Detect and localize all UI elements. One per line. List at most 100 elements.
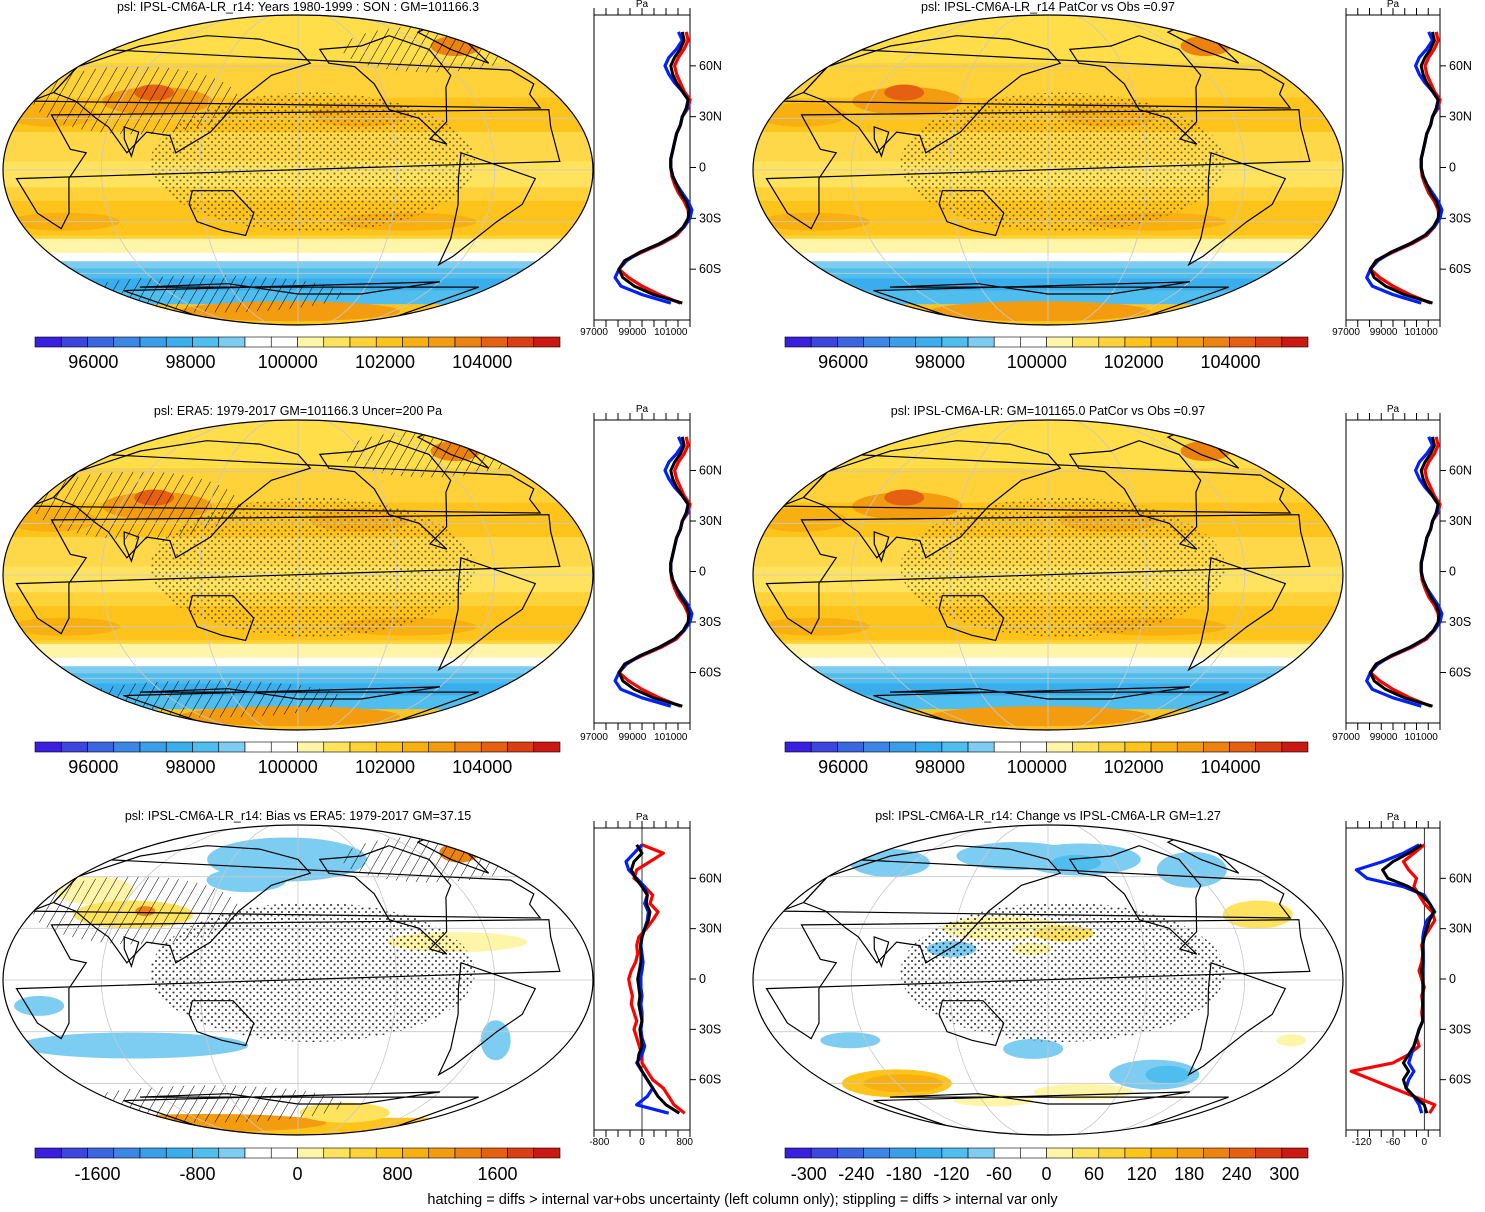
p3-colorbar-label: 102000 <box>355 757 415 777</box>
p3-colorbar-cell <box>480 741 508 753</box>
p3-colorbar-label: 104000 <box>452 757 512 777</box>
p2-zonal-profile: Pa 60N 30N 0 30S 60S 97000 99000 101000 <box>1332 0 1472 338</box>
antarctica-outline <box>873 1091 1229 1135</box>
p1-colorbar-cell <box>402 336 430 348</box>
p3-colorbar-cell <box>375 741 403 753</box>
asia-outline <box>52 845 312 964</box>
p3-colorbar-label: 96000 <box>68 757 118 777</box>
p1-colorbar-cell <box>113 336 141 348</box>
africa-outline <box>765 514 1311 635</box>
p6-colorbar-label: -60 <box>986 1164 1012 1184</box>
p3-colorbar-cell <box>60 741 88 753</box>
p1-colorbar-cell <box>218 336 246 348</box>
p3-stippling <box>150 497 475 637</box>
europe-outline <box>30 858 542 919</box>
p2-colorbar-cell <box>1281 336 1309 348</box>
p2-profile-x-label: 97000 <box>1332 327 1360 338</box>
p6-colorbar-cell <box>1124 1147 1152 1159</box>
india-outline <box>123 936 140 968</box>
p4-title: psl: IPSL-CM6A-LR: GM=101165.0 PatCor vs… <box>891 404 1206 418</box>
namerica-outline <box>318 845 452 955</box>
p1-colorbar-cell <box>34 336 62 348</box>
p1-colorbar-cell <box>165 336 193 348</box>
p1-colorbar-label: 98000 <box>166 352 216 372</box>
p4-colorbar-cell <box>967 741 995 753</box>
p1-profile-ensemble-line <box>617 31 691 305</box>
p5-graticule <box>3 825 593 1135</box>
africa-outline <box>765 919 1311 1040</box>
p2-colorbar-cell <box>836 336 864 348</box>
p2-frame <box>752 14 1344 326</box>
p1-colorbar-cell <box>270 336 298 348</box>
p6-profile-lat-label: 0 <box>1449 972 1456 986</box>
p2-colorbar-label: 100000 <box>1007 352 1067 372</box>
samerica-outline <box>437 556 537 672</box>
p2-colorbar-cell <box>1020 336 1047 348</box>
p1-colorbar-cell <box>375 336 403 348</box>
p5-colorbar-cell <box>270 1147 298 1159</box>
asia-outline <box>52 35 312 154</box>
p5-colorbar-cell <box>60 1147 88 1159</box>
p3-colorbar-cell <box>323 741 351 753</box>
p2-profile-lat-label: 60S <box>1449 262 1471 276</box>
p4-colorbar-cell <box>993 741 1021 753</box>
p1-profile-x-label: 99000 <box>618 327 646 338</box>
p3-colorbar-cell <box>165 741 193 753</box>
australia-outline <box>188 595 255 642</box>
p4-colorbar-cell <box>1046 741 1073 753</box>
p2-profile-lat-label: 30N <box>1449 110 1472 124</box>
p6-colorbar-cell <box>993 1147 1021 1159</box>
p4-colorbar-cell <box>1229 741 1257 753</box>
p6-zonal-profile: Pa 60N 30N 0 30S 60S -120 -60 0 <box>1345 812 1472 1148</box>
p1-colorbar-label: 104000 <box>452 352 512 372</box>
p4-colorbar-cell <box>1203 741 1230 753</box>
p2-colorbar-cell <box>1124 336 1152 348</box>
p6-colorbar-cell <box>784 1147 812 1159</box>
p1-colorbar-cell <box>323 336 351 348</box>
p4-siberian-high <box>852 492 963 521</box>
p6-profile-x-label: -60 <box>1386 1137 1401 1148</box>
australia-outline <box>938 190 1005 237</box>
p2-colorbar-cell <box>1098 336 1126 348</box>
p2-profile-x-label: 99000 <box>1370 327 1398 338</box>
p2-colorbar-cell <box>1203 336 1230 348</box>
africa-outline <box>765 109 1311 230</box>
antarctica-outline <box>873 281 1229 325</box>
p2-stippling <box>900 92 1225 232</box>
p2-colorbar-label: 102000 <box>1104 352 1164 372</box>
p6-title: psl: IPSL-CM6A-LR_r14: Change vs IPSL-CM… <box>875 809 1221 823</box>
p1-title: psl: IPSL-CM6A-LR_r14: Years 1980-1999 :… <box>117 0 479 14</box>
p5-profile-x-label: -800 <box>589 1137 609 1148</box>
p6-colorbar-label: -180 <box>886 1164 922 1184</box>
p3-colorbar-cell <box>402 741 430 753</box>
p6-colorbar-label: 0 <box>1041 1164 1051 1184</box>
p3-profile-lat-label: 30N <box>699 514 722 528</box>
p4-colorbar-cell <box>784 741 812 753</box>
p4-colorbar-label: 100000 <box>1007 757 1067 777</box>
p4-profile-x-label: 99000 <box>1370 732 1398 743</box>
p2-colorbar-cell <box>1150 336 1178 348</box>
p6-profile-x-label: 0 <box>1422 1137 1428 1148</box>
p4-colorbar-cell <box>836 741 864 753</box>
p6-colorbar-cell <box>915 1147 943 1159</box>
p5-colorbar-label: 800 <box>382 1164 412 1184</box>
p1-colorbar-cell <box>507 336 535 348</box>
p1-frame <box>2 14 594 326</box>
p3-colorbar-cell <box>507 741 535 753</box>
p3-colorbar-cell <box>218 741 246 753</box>
p6-colorbar-cell <box>1072 1147 1100 1159</box>
antarctica-outline <box>873 686 1229 730</box>
australia-outline <box>188 190 255 237</box>
p4-colorbar-cell <box>1098 741 1126 753</box>
p3-colorbar-cell <box>244 741 272 753</box>
p2-profile-unit: Pa <box>1387 0 1400 10</box>
p5-profile-lat-label: 60S <box>699 1073 721 1087</box>
india-outline <box>873 936 890 968</box>
p5-colorbar-cell <box>428 1147 456 1159</box>
p4-colorbar-cell <box>1020 741 1047 753</box>
samerica-outline <box>1187 961 1287 1077</box>
p4-frame <box>752 419 1344 731</box>
asia-outline <box>802 440 1062 559</box>
p5-colorbar-cell <box>165 1147 193 1159</box>
p2-colorbar-cell <box>889 336 917 348</box>
